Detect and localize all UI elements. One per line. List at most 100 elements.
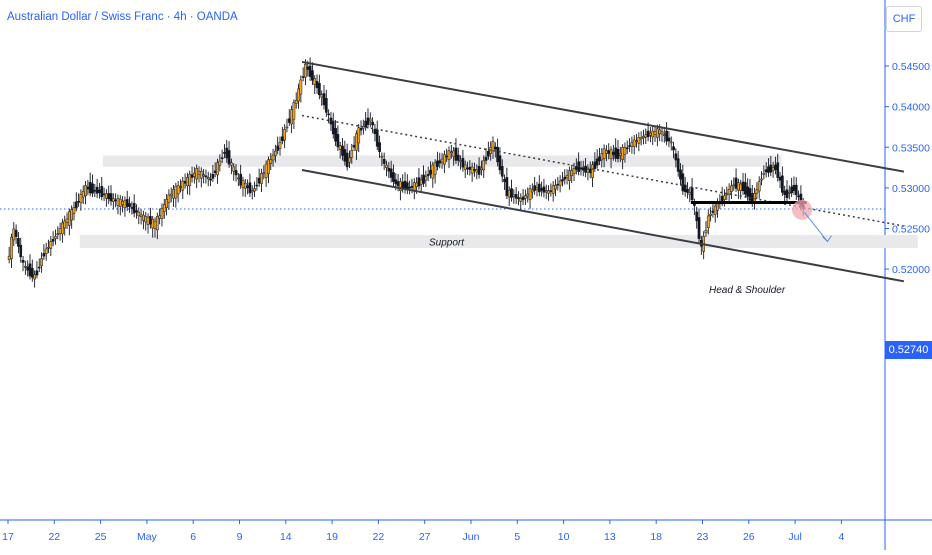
candle-body	[431, 164, 435, 179]
candle-body	[322, 93, 326, 106]
candle-body	[153, 220, 157, 229]
candle-body	[487, 151, 490, 157]
candle-body	[202, 174, 205, 177]
candle-body	[151, 219, 155, 229]
annotation-head-shoulder: Head & Shoulder	[709, 285, 786, 296]
candle-body	[12, 228, 16, 241]
candle-body	[77, 200, 80, 203]
x-tick-label: May	[137, 531, 158, 543]
candle-body	[475, 169, 479, 173]
candle-body	[424, 176, 428, 181]
candle-body	[459, 160, 462, 163]
candle-body	[114, 199, 117, 202]
candle-body	[607, 150, 611, 154]
candle-body	[10, 236, 13, 259]
candle-body	[542, 186, 546, 193]
candle-body	[116, 198, 120, 206]
candle-body	[505, 177, 509, 197]
candle-body	[781, 175, 784, 193]
x-tick-label: 18	[650, 531, 662, 543]
candle-body	[352, 144, 356, 148]
candle-body	[676, 158, 680, 172]
y-tick-label: 0.54000	[892, 102, 930, 114]
candle-body	[704, 229, 708, 234]
candle-body	[364, 120, 368, 127]
candle-body	[278, 142, 282, 149]
candle-body	[283, 128, 286, 141]
candle-body	[741, 181, 745, 192]
candle-body	[528, 188, 532, 200]
candle-body	[26, 266, 30, 271]
candle-body	[463, 164, 467, 170]
candle-body	[54, 236, 57, 239]
x-tick-label: 22	[48, 531, 60, 543]
candle-body	[713, 205, 717, 215]
candle-body	[783, 190, 787, 195]
candle-body	[385, 164, 388, 168]
currency-button[interactable]: CHF	[886, 6, 922, 32]
candle-body	[565, 175, 569, 179]
candle-body	[510, 188, 513, 198]
candle-body	[568, 170, 571, 181]
candle-body	[570, 170, 574, 176]
candle-body	[449, 151, 453, 154]
candle-body	[246, 185, 249, 189]
candle-body	[375, 129, 379, 147]
y-tick-label: 0.53000	[892, 183, 930, 195]
candle-body	[304, 63, 307, 78]
candle-body	[482, 160, 486, 171]
candle-body	[91, 183, 94, 194]
y-tick-label: 0.52500	[892, 224, 930, 236]
candle-body	[454, 147, 458, 161]
candle-body	[623, 147, 627, 155]
candle-body	[260, 173, 263, 184]
candle-body	[480, 167, 483, 171]
candle-body	[739, 183, 743, 191]
candle-body	[737, 182, 740, 191]
candle-body	[695, 211, 699, 222]
candle-body	[155, 216, 159, 231]
candle-body	[128, 203, 131, 207]
candle-body	[125, 199, 129, 207]
candle-body	[410, 185, 414, 188]
candle-body	[484, 156, 488, 161]
candle-body	[533, 185, 537, 191]
candle-body	[195, 168, 199, 180]
candle-body	[42, 253, 46, 257]
candle-body	[549, 190, 553, 192]
candle-body	[234, 170, 238, 176]
candle-body	[14, 229, 18, 237]
candle-body	[123, 200, 127, 209]
candle-body	[727, 189, 731, 195]
candle-body	[586, 169, 590, 173]
candle-body	[554, 184, 557, 190]
candle-body	[306, 66, 310, 70]
x-tick-label: 10	[558, 531, 570, 543]
candle-body	[220, 157, 224, 159]
candle-body	[213, 170, 217, 173]
channel-midline	[301, 114, 905, 227]
candle-body	[716, 203, 719, 211]
channel-upper-line	[301, 60, 905, 173]
candle-body	[452, 150, 455, 157]
candle-body	[477, 165, 481, 175]
candle-body	[681, 173, 685, 192]
candle-body	[102, 193, 106, 196]
candle-body	[86, 186, 90, 190]
x-tick-label: 6	[190, 531, 196, 543]
candle-body	[632, 139, 636, 147]
candle-body	[44, 248, 48, 254]
candle-body	[7, 255, 11, 260]
candle-body	[93, 190, 97, 192]
candle-body	[33, 274, 36, 280]
candle-body	[711, 210, 715, 213]
candle-body	[74, 201, 78, 209]
candle-body	[778, 176, 782, 181]
candle-body	[341, 145, 344, 156]
candle-body	[111, 198, 115, 202]
candle-body	[581, 167, 585, 171]
candle-body	[315, 81, 319, 89]
candle-body	[239, 173, 243, 186]
